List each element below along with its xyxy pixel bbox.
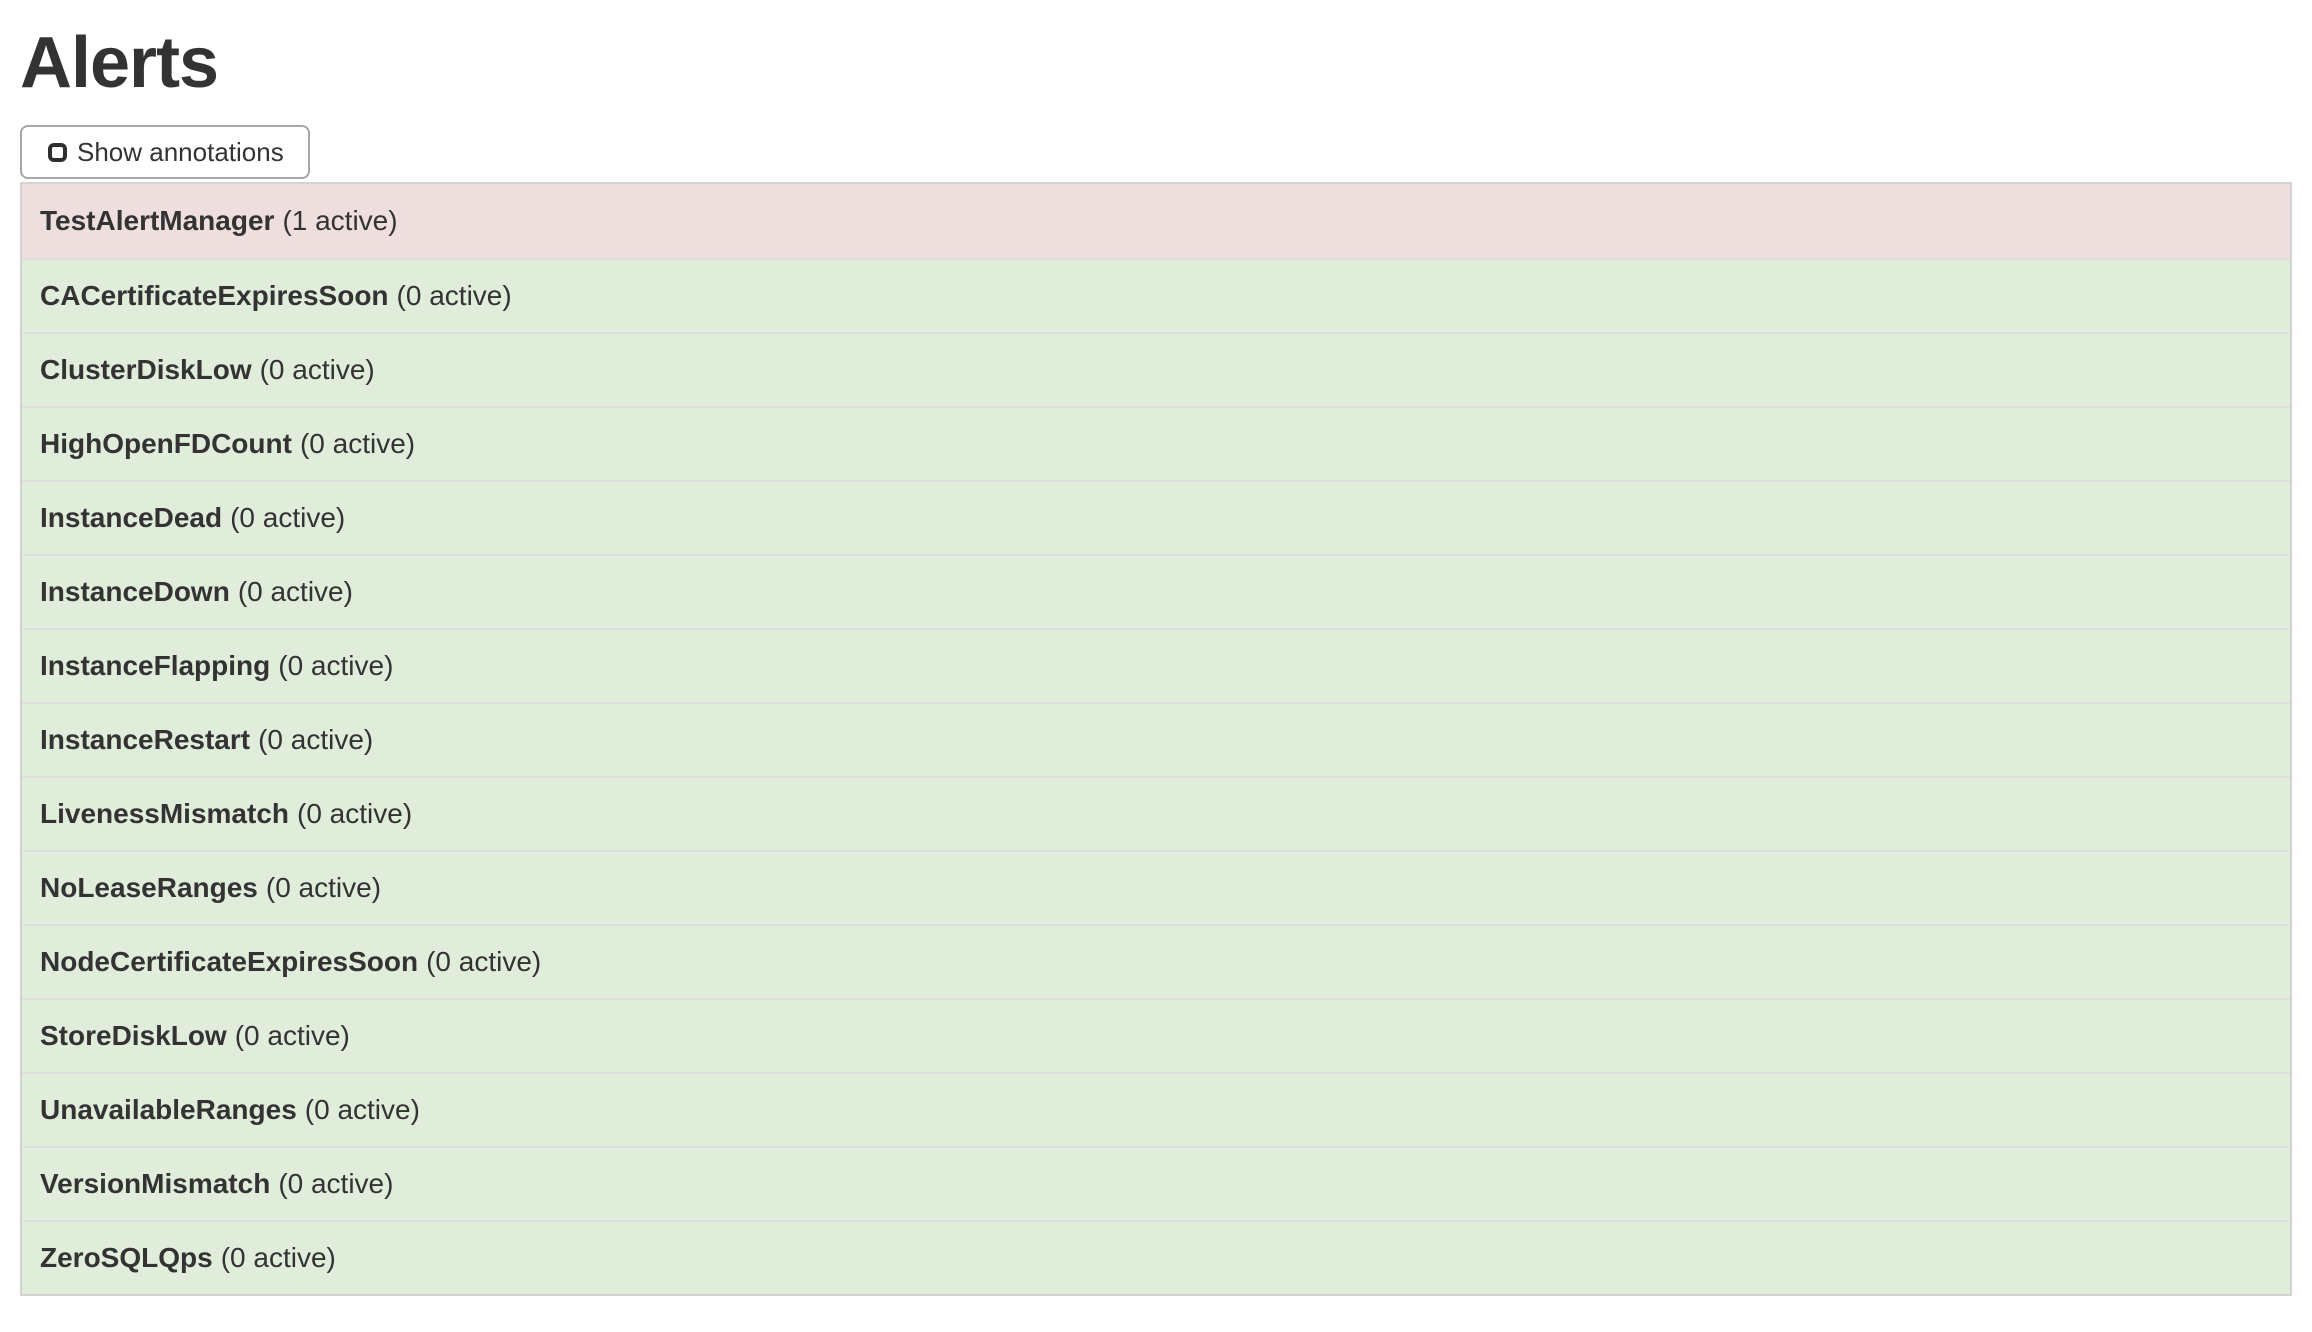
alert-name: InstanceRestart — [40, 724, 251, 756]
alert-active-count: (0 active) — [278, 1168, 394, 1200]
alert-name: InstanceDead — [40, 502, 223, 534]
alert-name: InstanceDown — [40, 576, 230, 608]
alert-row-StoreDiskLow[interactable]: StoreDiskLow (0 active) — [22, 998, 2290, 1073]
page-title: Alerts — [20, 23, 219, 103]
alert-name: UnavailableRanges — [40, 1094, 297, 1126]
alert-active-count: (0 active) — [426, 946, 542, 978]
alert-active-count: (0 active) — [396, 280, 512, 312]
alert-active-count: (0 active) — [297, 798, 413, 830]
alert-active-count: (0 active) — [237, 576, 353, 608]
alert-row-InstanceFlapping[interactable]: InstanceFlapping (0 active) — [22, 628, 2290, 703]
alert-name: LivenessMismatch — [40, 798, 289, 830]
alert-row-InstanceDown[interactable]: InstanceDown (0 active) — [22, 554, 2290, 629]
alert-name: NoLeaseRanges — [40, 872, 258, 904]
alert-row-NoLeaseRanges[interactable]: NoLeaseRanges (0 active) — [22, 850, 2290, 925]
show-annotations-button[interactable]: Show annotations — [20, 125, 310, 180]
alert-active-count: (0 active) — [265, 872, 382, 904]
alert-name: VersionMismatch — [40, 1168, 271, 1200]
alert-active-count: (0 active) — [220, 1242, 336, 1274]
alert-active-count: (0 active) — [258, 724, 374, 756]
show-annotations-label: Show annotations — [77, 136, 284, 167]
alert-row-CACertificateExpiresSoon[interactable]: CACertificateExpiresSoon (0 active) — [22, 258, 2290, 333]
checkbox-icon[interactable] — [48, 142, 67, 162]
alert-row-ClusterDiskLow[interactable]: ClusterDiskLow (0 active) — [22, 332, 2290, 407]
alert-name: CACertificateExpiresSoon — [40, 280, 389, 312]
alert-row-InstanceDead[interactable]: InstanceDead (0 active) — [22, 480, 2290, 555]
alert-active-count: (1 active) — [282, 205, 398, 237]
alerts-list: TestAlertManager (1 active) CACertificat… — [20, 182, 2292, 1297]
alert-name: HighOpenFDCount — [40, 428, 292, 460]
alert-active-count: (0 active) — [299, 428, 416, 460]
alert-name: InstanceFlapping — [40, 650, 271, 682]
alert-active-count: (0 active) — [259, 354, 375, 386]
alert-row-UnavailableRanges[interactable]: UnavailableRanges (0 active) — [22, 1072, 2290, 1147]
alert-row-InstanceRestart[interactable]: InstanceRestart (0 active) — [22, 702, 2290, 777]
alert-active-count: (0 active) — [304, 1094, 420, 1126]
alert-row-HighOpenFDCount[interactable]: HighOpenFDCount (0 active) — [22, 406, 2290, 481]
alert-row-VersionMismatch[interactable]: VersionMismatch (0 active) — [22, 1146, 2290, 1221]
alert-name: ZeroSQLQps — [40, 1242, 213, 1274]
alert-name: ClusterDiskLow — [40, 354, 252, 386]
alert-name: NodeCertificateExpiresSoon — [40, 946, 419, 978]
alert-row-NodeCertificateExpiresSoon[interactable]: NodeCertificateExpiresSoon (0 active) — [22, 924, 2290, 999]
alert-active-count: (0 active) — [234, 1020, 350, 1052]
alert-active-count: (0 active) — [230, 502, 346, 534]
alert-row-ZeroSQLQps[interactable]: ZeroSQLQps (0 active) — [22, 1220, 2290, 1295]
alert-name: TestAlertManager — [40, 205, 275, 237]
alert-active-count: (0 active) — [278, 650, 394, 682]
alert-row-LivenessMismatch[interactable]: LivenessMismatch (0 active) — [22, 776, 2290, 851]
alert-row-TestAlertManager[interactable]: TestAlertManager (1 active) — [22, 184, 2290, 259]
alert-name: StoreDiskLow — [40, 1020, 227, 1052]
